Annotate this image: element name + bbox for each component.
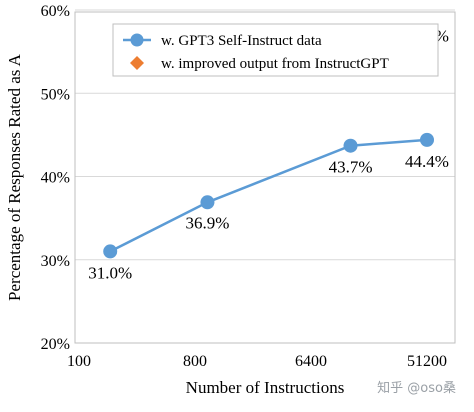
data-label-gpt3: 44.4% bbox=[405, 152, 449, 171]
data-label-gpt3: 36.9% bbox=[185, 213, 229, 232]
x-tick-label: 6400 bbox=[295, 353, 327, 370]
data-label-gpt3: 43.7% bbox=[329, 158, 373, 177]
gridlines bbox=[75, 9, 455, 261]
series-line-gpt3 bbox=[109, 138, 428, 253]
data-point-gpt3 bbox=[200, 195, 215, 210]
legend-marker-gpt3 bbox=[130, 33, 144, 47]
x-tick-labels: 100 800 6400 51200 bbox=[67, 353, 447, 370]
y-tick-label: 30% bbox=[41, 253, 70, 270]
x-tick-label: 800 bbox=[183, 353, 207, 370]
y-axis-label: Percentage of Responses Rated as A bbox=[5, 53, 24, 301]
y-tick-label: 50% bbox=[41, 86, 70, 103]
data-point-gpt3 bbox=[103, 244, 118, 259]
legend-box bbox=[112, 23, 439, 77]
y-tick-labels: 20% 30% 40% 50% 60% bbox=[41, 3, 70, 353]
data-point-gpt3 bbox=[343, 138, 358, 153]
y-tick-label: 40% bbox=[41, 170, 70, 187]
legend-label-instructgpt: w. improved output from InstructGPT bbox=[161, 56, 389, 72]
data-point-gpt3 bbox=[420, 132, 434, 147]
legend: w. GPT3 Self-Instruct data w. improved o… bbox=[112, 23, 439, 77]
x-tick-label: 100 bbox=[67, 353, 91, 370]
y-tick-label: 20% bbox=[41, 336, 70, 353]
x-axis-label: Number of Instructions bbox=[186, 378, 345, 397]
legend-marker-instructgpt bbox=[130, 56, 144, 70]
data-label-gpt3: 31.0% bbox=[88, 263, 132, 282]
y-tick-label: 60% bbox=[41, 3, 70, 20]
watermark: 知乎 @oso桑 bbox=[377, 381, 456, 396]
legend-label-gpt3: w. GPT3 Self-Instruct data bbox=[161, 33, 322, 49]
x-tick-label: 51200 bbox=[407, 353, 447, 370]
plot-frame bbox=[74, 11, 456, 344]
